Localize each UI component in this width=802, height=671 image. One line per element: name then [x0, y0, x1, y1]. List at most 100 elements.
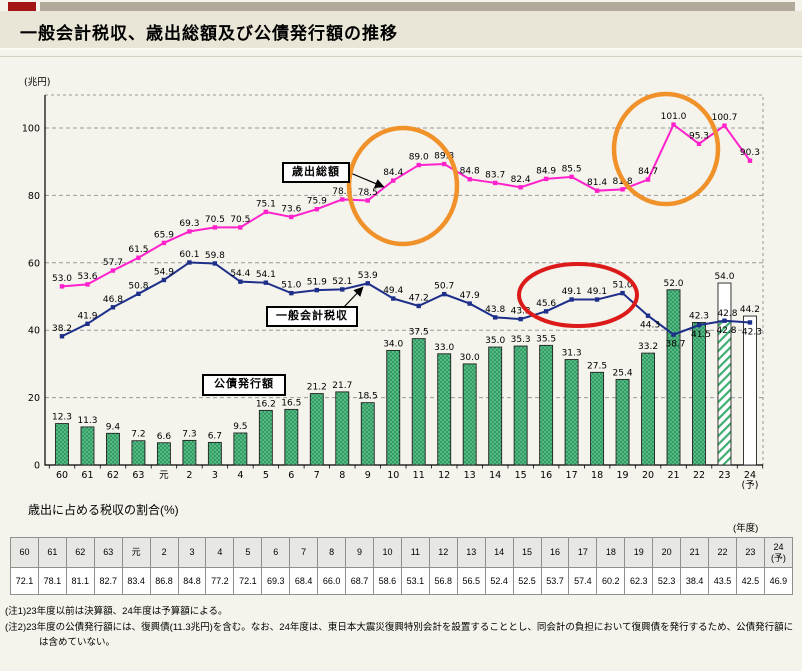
x-tick-label: 6 [288, 470, 294, 481]
bar-value-label: 6.7 [208, 431, 222, 441]
data-point [212, 225, 218, 230]
value-label: 42.8 [716, 326, 736, 336]
data-point [747, 320, 753, 325]
ratio-table-year-header: 9 [345, 537, 374, 568]
x-tick-label: 60 [56, 470, 68, 481]
chart-overlay [343, 91, 721, 328]
ratio-table-value-cell: 86.8 [149, 567, 179, 595]
bond-bar [360, 402, 375, 466]
value-label: 84.9 [536, 166, 556, 176]
data-point [314, 207, 319, 212]
ratio-table-value-cell: 53.1 [400, 567, 430, 595]
tax-series-label: 一般会計税収 [266, 306, 358, 327]
value-label: 38.2 [52, 324, 72, 334]
value-label: 43.8 [485, 305, 505, 315]
data-point [518, 316, 523, 322]
value-label: 78.5 [358, 188, 378, 198]
data-point [59, 284, 65, 289]
value-label: 89.3 [434, 152, 454, 162]
x-tick-label: 15 [515, 470, 527, 481]
x-tick-label: 24 [744, 470, 756, 481]
ratio-table-year-header: 63 [93, 537, 123, 568]
value-label: 84.8 [460, 167, 480, 177]
tax-callout-arrow [343, 286, 364, 308]
value-label: 82.4 [511, 175, 531, 185]
x-tick-label: 19 [617, 470, 629, 481]
data-point [391, 296, 396, 301]
ratio-table-year-header: 21 [680, 537, 710, 568]
ratio-table-year-header: 8 [317, 537, 347, 568]
bond-bar [131, 440, 146, 466]
value-label: 49.4 [383, 286, 403, 296]
y-tick-label: 60 [28, 258, 40, 269]
bond-bar [182, 439, 197, 466]
data-point [314, 287, 319, 293]
bar-value-label: 18.5 [358, 392, 378, 402]
divider [0, 56, 802, 57]
bond-bar [513, 345, 528, 466]
ratio-table-value-cell: 53.7 [540, 567, 570, 595]
ratio-table-year-header: 20 [652, 537, 682, 568]
data-point [416, 162, 421, 168]
bond-bar [411, 338, 426, 466]
ratio-table-year-header: 7 [289, 537, 319, 568]
bond-bar [156, 442, 171, 466]
value-label: 53.6 [77, 272, 97, 282]
value-label: 43.3 [511, 307, 531, 317]
bond-bar [539, 344, 554, 466]
ratio-table-value-cell: 46.9 [763, 567, 794, 595]
bar-value-label: 35.0 [485, 336, 505, 346]
data-point [85, 321, 90, 326]
value-label: 41.9 [77, 311, 97, 321]
bar-value-label: 7.2 [131, 430, 145, 440]
ratio-table-year-header: 15 [512, 537, 542, 568]
data-point [620, 187, 625, 192]
value-label: 84.7 [638, 167, 658, 177]
value-label: 59.8 [205, 251, 225, 261]
value-label: 95.3 [689, 131, 709, 141]
bar-value-label: 16.2 [256, 399, 276, 409]
ratio-table-value-cell: 52.4 [484, 567, 514, 595]
ratio-table-year-header: 5 [233, 537, 263, 568]
x-tick-label: 61 [81, 470, 93, 481]
data-point [187, 260, 192, 265]
ratio-table-year-header: 17 [568, 537, 598, 568]
data-point [747, 158, 753, 163]
x-tick-label: 21 [667, 470, 679, 481]
value-label: 49.1 [562, 287, 582, 297]
ratio-table-value-cell: 60.2 [596, 567, 626, 595]
bond-bar [692, 321, 706, 466]
data-point [696, 322, 702, 328]
value-label: 83.7 [485, 170, 505, 180]
data-point [442, 291, 447, 297]
expenditure-line [61, 123, 751, 288]
bar-value-label: 16.5 [281, 398, 301, 408]
data-point [340, 287, 345, 292]
bar-value-label: 7.3 [182, 429, 196, 439]
data-point [696, 141, 702, 147]
value-label: 61.5 [128, 245, 148, 255]
data-point [391, 178, 396, 183]
footnotes: (注1)23年度以前は決算額、24年度は予算額による。 (注2)23年度の公債発… [5, 604, 797, 651]
ratio-table-value-cell: 62.3 [624, 567, 654, 595]
value-label: 101.0 [661, 112, 687, 122]
plot-area: 0 20 40 60 80 100 (兆円) 12.3 11.3 9.4 7.2 6.6 7.3 6.7 9… [22, 77, 764, 491]
ratio-table-year-header: 14 [484, 537, 514, 568]
data-point [569, 174, 574, 180]
ratio-table-year-header: 23 [735, 537, 765, 568]
ratio-table-value-cell: 84.8 [177, 567, 207, 595]
x-tick-label: (予) [741, 480, 758, 491]
bond-bar [106, 432, 120, 466]
ratio-table-value-cell: 69.3 [261, 567, 291, 595]
ratio-table-year-header: 3 [177, 537, 207, 568]
bar-value-label: 33.2 [638, 342, 658, 352]
value-label: 81.4 [587, 178, 607, 188]
bond-bar [309, 393, 324, 466]
value-label: 47.9 [460, 291, 480, 301]
data-point [442, 161, 447, 167]
data-point [543, 176, 549, 182]
value-label: 51.0 [613, 281, 633, 291]
expenditure-series-label: 歳出総額 [282, 162, 350, 183]
bar-value-label: 31.3 [562, 349, 582, 359]
data-point [136, 291, 141, 297]
